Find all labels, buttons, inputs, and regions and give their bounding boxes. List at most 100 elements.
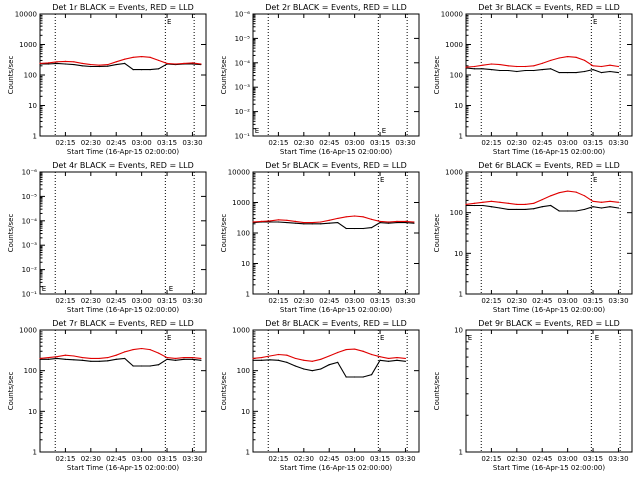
series-point-events <box>81 65 83 67</box>
series-point-events <box>269 359 271 361</box>
plot-frame <box>465 329 633 453</box>
x-tick-label: 03:30 <box>608 139 628 147</box>
x-tick-label: 02:15 <box>481 455 501 463</box>
y-tick-label: 10⁻⁵ <box>235 35 251 43</box>
series-point-lld <box>303 221 305 224</box>
y-axis-label: Counts/sec <box>433 214 441 253</box>
y-tick-label: 10⁻¹ <box>22 291 38 299</box>
x-tick-label: 02:15 <box>55 139 75 147</box>
x-tick-label: 03:30 <box>608 455 628 463</box>
x-tick-label: 02:15 <box>268 455 288 463</box>
series-point-events <box>132 69 134 71</box>
series-point-lld <box>609 64 611 66</box>
series-point-lld <box>56 356 58 358</box>
series-point-lld <box>47 62 50 64</box>
series-point-events <box>617 71 620 74</box>
y-axis-label: Counts/sec <box>433 372 441 411</box>
x-tick-label: 02:45 <box>532 139 552 147</box>
event-marker: E <box>593 18 597 26</box>
series-point-lld <box>294 357 296 360</box>
series-point-events <box>499 207 501 209</box>
series-point-events <box>47 358 50 360</box>
x-tick-label: 03:30 <box>182 139 202 147</box>
x-axis-label: Start Time (16-Apr-15 02:00:00) <box>67 148 179 156</box>
x-tick-label: 03:30 <box>395 139 415 147</box>
series-point-events <box>98 65 100 68</box>
series-point-events <box>286 221 288 224</box>
series-point-lld <box>617 201 620 203</box>
x-tick-label: 03:30 <box>608 297 628 305</box>
plot-frame <box>252 13 420 137</box>
series-point-lld <box>166 62 168 65</box>
series-point-events <box>567 71 569 74</box>
series-point-lld <box>81 356 83 359</box>
x-tick-label: 03:15 <box>157 139 177 147</box>
series-point-events <box>524 208 526 211</box>
y-tick-label: 10⁻⁶ <box>22 169 38 177</box>
series-point-events <box>269 221 271 223</box>
x-tick-label: 02:15 <box>55 455 75 463</box>
y-tick-label: 100 <box>450 209 463 217</box>
series-point-lld <box>345 216 347 218</box>
series-point-lld <box>132 348 134 351</box>
series-point-events <box>490 206 493 208</box>
series-point-lld <box>124 58 126 60</box>
series-point-events <box>354 376 356 378</box>
series-point-lld <box>174 357 177 360</box>
y-axis-label: Counts/sec <box>220 56 228 95</box>
series-point-lld <box>507 65 509 67</box>
series-point-lld <box>592 200 594 202</box>
series-point-lld <box>592 65 594 67</box>
series-point-events <box>90 360 92 362</box>
series-point-events <box>404 360 407 362</box>
series-point-lld <box>98 64 100 66</box>
chart-title: Det 7r BLACK = Events, RED = LLD <box>52 319 194 328</box>
y-tick-label: 10⁻⁶ <box>235 11 251 19</box>
series-point-lld <box>191 356 194 359</box>
y-tick-label: 10000 <box>228 169 250 177</box>
series-point-events <box>567 210 569 212</box>
series-point-lld <box>47 356 50 359</box>
series-point-lld <box>183 356 185 359</box>
series-point-lld <box>277 219 280 221</box>
series-point-lld <box>465 203 467 205</box>
series-point-events <box>550 68 552 70</box>
plot-frame <box>39 171 207 295</box>
series-point-lld <box>482 64 484 66</box>
series-point-lld <box>311 221 313 224</box>
x-tick-label: 03:00 <box>132 455 152 463</box>
x-tick-label: 02:30 <box>294 139 314 147</box>
series-point-events <box>583 70 586 73</box>
event-marker: E <box>593 176 597 184</box>
series-point-lld <box>98 357 100 360</box>
y-tick-label: 10⁻⁴ <box>235 59 251 67</box>
series-point-lld <box>286 219 288 221</box>
series-point-lld <box>387 221 390 223</box>
y-tick-label: 1 <box>459 133 463 141</box>
x-tick-label: 02:30 <box>507 297 527 305</box>
series-point-events <box>396 221 398 224</box>
y-tick-label: 1 <box>246 291 250 299</box>
series-point-events <box>609 206 611 208</box>
series-point-events <box>303 223 305 225</box>
x-tick-label: 02:30 <box>81 139 101 147</box>
y-tick-label: 10 <box>454 250 463 258</box>
x-tick-label: 03:15 <box>157 455 177 463</box>
x-tick-label: 03:15 <box>370 297 390 305</box>
series-point-lld <box>286 354 288 356</box>
y-axis-label: Counts/sec <box>220 372 228 411</box>
chart-title: Det 3r BLACK = Events, RED = LLD <box>478 3 620 12</box>
x-axis-label: Start Time (16-Apr-15 02:00:00) <box>493 306 605 314</box>
y-tick-label: 10 <box>454 102 463 110</box>
series-point-lld <box>64 354 67 356</box>
series-point-events <box>320 368 322 370</box>
event-marker: E <box>169 285 173 293</box>
y-tick-label: 10⁻³ <box>22 242 38 250</box>
series-point-events <box>516 208 518 211</box>
series-point-lld <box>516 65 518 68</box>
series-point-events <box>260 359 263 361</box>
event-marker: E <box>382 127 386 135</box>
series-point-lld <box>337 217 339 220</box>
series-point-events <box>337 221 339 224</box>
x-tick-label: 03:00 <box>132 139 152 147</box>
